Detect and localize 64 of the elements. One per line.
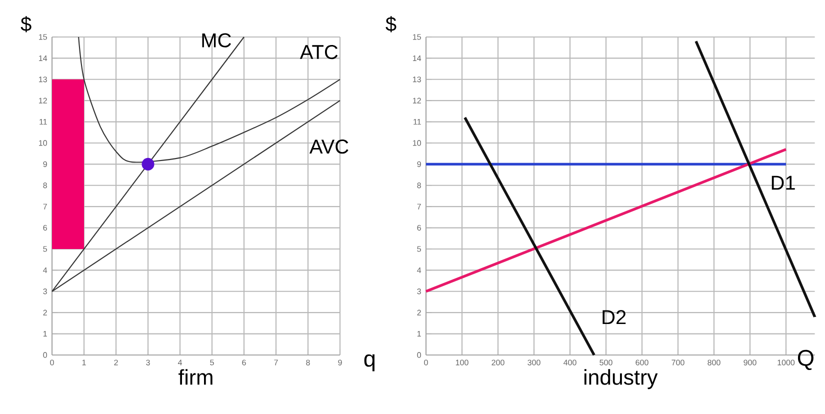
x-tick-label: 7 <box>274 360 278 366</box>
y-tick-label: 8 <box>417 182 421 188</box>
y-tick-label: 4 <box>417 267 422 273</box>
y-tick-label: 7 <box>43 204 47 210</box>
y-tick-label: 5 <box>43 246 47 252</box>
x-tick-label: 4 <box>178 360 182 366</box>
y-tick-label: 13 <box>39 76 47 82</box>
x-tick-label: 900 <box>744 360 756 366</box>
x-axis-title: firm <box>178 369 212 385</box>
x-tick-label: 300 <box>528 360 540 366</box>
x-tick-label: 5 <box>210 360 214 366</box>
y-tick-label: 10 <box>413 140 421 146</box>
x-tick-label: 1 <box>82 360 86 366</box>
x-axis-title: industry <box>584 369 658 390</box>
x-tick-label: 6 <box>242 360 246 366</box>
y-tick-label: 12 <box>39 98 47 104</box>
y-tick-label: 0 <box>43 352 47 358</box>
y-tick-label: 7 <box>417 204 421 210</box>
x-tick-label: 500 <box>600 360 612 366</box>
y-tick-label: 9 <box>43 161 47 168</box>
y-tick-label: 1 <box>43 331 47 337</box>
y-tick-label: 11 <box>40 119 47 125</box>
y-tick-label: 8 <box>43 182 47 188</box>
y-tick-label: 9 <box>417 161 421 168</box>
x-tick-label: 1000 <box>778 360 795 366</box>
series-label: MC <box>202 33 231 48</box>
y-tick-label: 10 <box>39 140 47 146</box>
y-tick-label: 15 <box>413 34 421 40</box>
annotation: Q <box>798 350 814 370</box>
x-tick-label: 400 <box>564 360 576 366</box>
text: q <box>364 354 375 372</box>
y-tick-label: 5 <box>417 246 421 252</box>
x-tick-label: 700 <box>672 360 684 366</box>
x-tick-label: 8 <box>306 360 310 366</box>
y-axis-title: $ <box>20 16 32 32</box>
series-label: ATC <box>300 44 338 60</box>
y-tick-label: 6 <box>417 224 421 231</box>
y-tick-label: 12 <box>413 98 421 104</box>
x-tick-label: 3 <box>146 360 150 366</box>
series-label: D2 <box>602 310 626 324</box>
y-tick-label: 11 <box>414 119 421 125</box>
y-tick-label: 2 <box>417 310 421 316</box>
x-tick-label: 200 <box>492 360 504 366</box>
series-label: D1 <box>772 176 795 190</box>
y-tick-label: 3 <box>43 288 47 294</box>
y-tick-label: 13 <box>413 76 421 82</box>
series-label: AVC <box>309 140 348 154</box>
x-tick-label: 0 <box>50 360 54 366</box>
y-tick-label: 3 <box>417 288 421 294</box>
y-axis-title: $ <box>386 16 396 32</box>
y-tick-label: 2 <box>43 310 47 316</box>
y-tick-label: 0 <box>417 352 421 358</box>
y-tick-label: 14 <box>39 55 48 61</box>
y-tick-label: 14 <box>413 55 422 61</box>
y-tick-label: 6 <box>43 224 47 231</box>
y-tick-label: 15 <box>39 34 47 40</box>
x-tick-label: 2 <box>114 360 118 366</box>
y-tick-label: 4 <box>43 267 48 273</box>
x-tick-label: 800 <box>708 360 720 366</box>
y-tick-label: 1 <box>417 331 421 337</box>
x-tick-label: 0 <box>424 360 428 366</box>
x-tick-label: 9 <box>338 360 342 366</box>
x-tick-label: 100 <box>456 360 468 366</box>
x-tick-label: 600 <box>636 360 648 366</box>
